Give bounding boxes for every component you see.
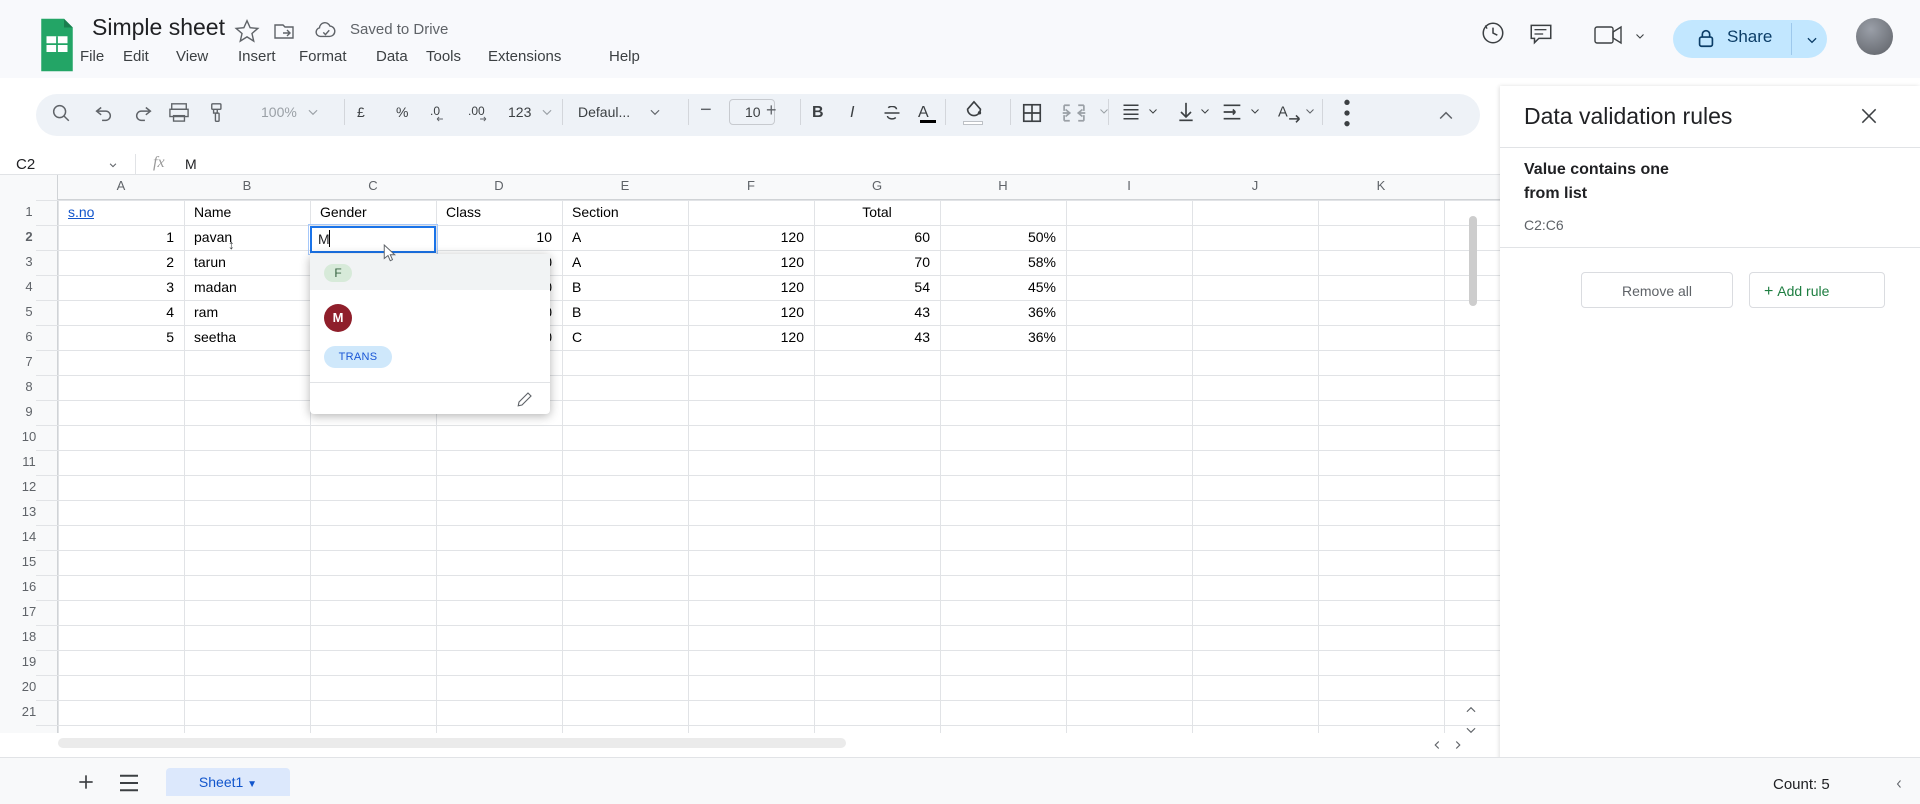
svg-text:A: A [1278,104,1288,120]
